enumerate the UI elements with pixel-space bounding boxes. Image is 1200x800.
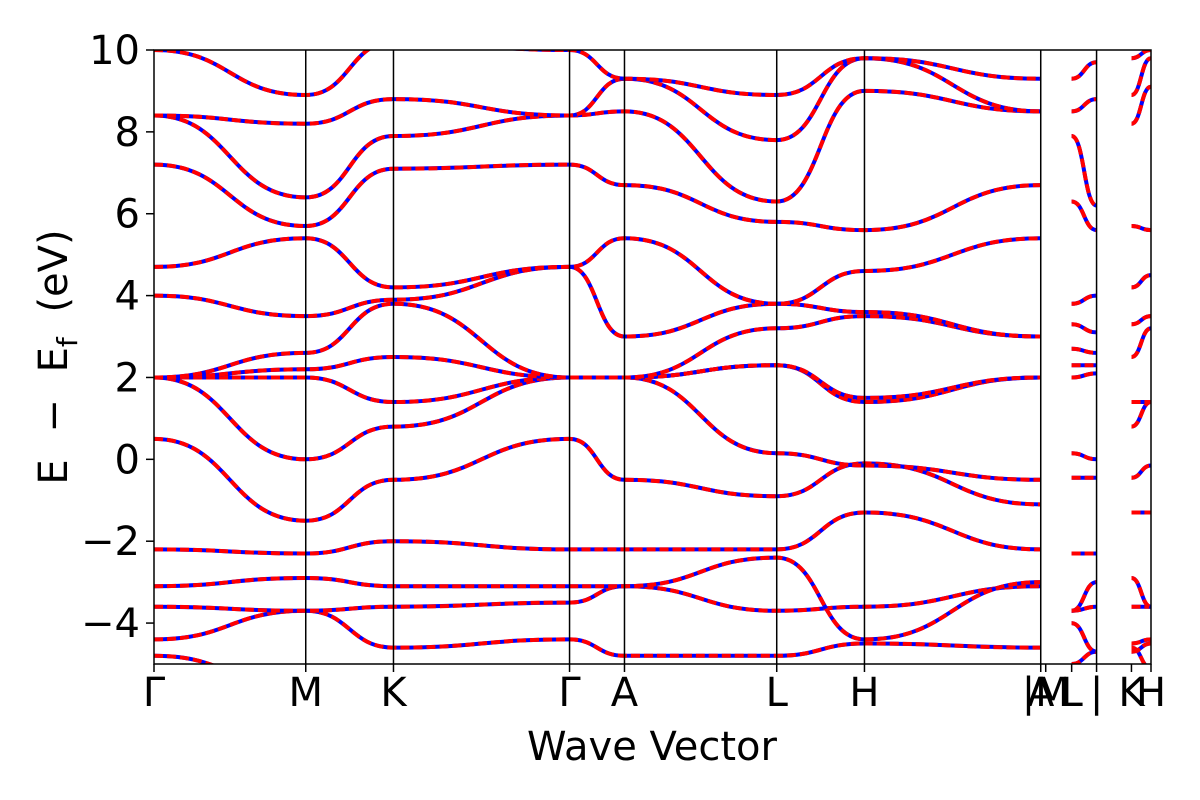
x-tick-label-3: Γ [558, 670, 581, 716]
bands-layer [154, 50, 1151, 664]
band-line-overlay-3 [154, 555, 1151, 642]
band-line-reference-11 [154, 236, 1151, 306]
y-tick-label-5: 6 [115, 192, 140, 238]
band-line-reference-2 [154, 584, 1151, 646]
y-tick-label-3: 2 [115, 355, 140, 401]
x-tick-label-10: | [1090, 670, 1103, 716]
y-axis-title-e: E [31, 459, 77, 484]
y-axis-title: E − Ef (eV) [31, 229, 87, 484]
y-axis-ticks: −4 −2 0 2 4 6 8 10 [81, 28, 154, 647]
band-line-overlay-13 [154, 84, 1151, 208]
y-axis-title-ef: E [31, 347, 77, 372]
y-tick-label-7: 10 [89, 28, 140, 74]
y-tick-label-1: −2 [81, 519, 140, 565]
x-tick-label-12: H [1136, 670, 1166, 716]
x-tick-label-7: A [1027, 670, 1055, 716]
x-tick-label-4: A [611, 670, 639, 716]
x-tick-label-1: M [288, 670, 323, 716]
x-tick-label-2: K [380, 670, 408, 716]
band-line-overlay-11 [154, 236, 1151, 306]
x-tick-label-9: L [1060, 670, 1083, 716]
plot-frame [153, 49, 1152, 665]
y-tick-label-4: 4 [115, 274, 140, 320]
band-line-reference-6 [154, 375, 1151, 482]
x-tick-label-6: H [849, 670, 879, 716]
y-axis-title-unit: (eV) [31, 229, 77, 312]
x-tick-label-5: L [766, 670, 789, 716]
x-tick-label-8: |M [1022, 670, 1070, 716]
band-line-overlay-6 [154, 375, 1151, 482]
band-line-overlay-1 [154, 608, 1151, 658]
band-line-reference-10 [154, 264, 1151, 339]
kpoint-lines [304, 50, 1098, 664]
band-line-overlay-2 [154, 584, 1151, 646]
y-tick-label-0: −4 [81, 601, 140, 647]
y-tick-label-6: 8 [115, 110, 140, 156]
band-line-reference-14 [154, 56, 1151, 143]
x-tick-label-11: K [1118, 670, 1146, 716]
y-axis-title-ef-sub: f [51, 336, 84, 347]
y-axis-title-minus: − [31, 399, 77, 433]
x-axis-ticks: Γ M K Γ A L H A|ML | KH [143, 664, 1166, 716]
x-axis-title: Wave Vector [527, 724, 778, 770]
band-line-overlay-4 [154, 510, 1151, 609]
band-line-reference-3 [154, 555, 1151, 642]
x-tick-label-0: Γ [143, 670, 166, 716]
band-line-reference-4 [154, 510, 1151, 609]
band-line-overlay-10 [154, 264, 1151, 339]
y-tick-label-2: 0 [115, 437, 140, 483]
band-line-overlay-14 [154, 56, 1151, 143]
